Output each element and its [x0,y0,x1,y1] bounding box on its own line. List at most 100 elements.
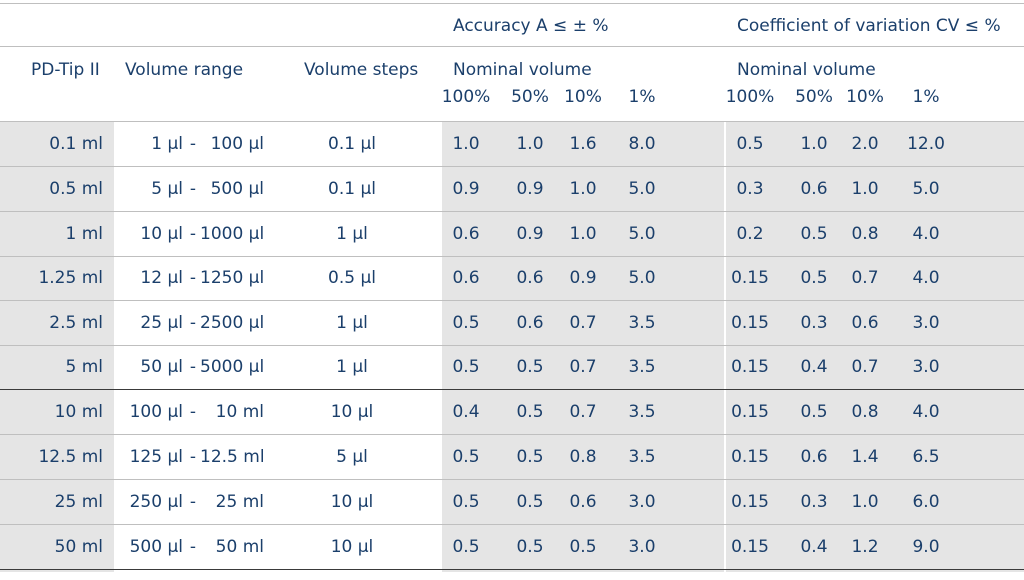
accuracy-cell: 3.0 [628,492,656,512]
tip-cell: 0.5 ml [49,179,103,199]
cv-cell: 6.5 [912,447,940,467]
range-to-cell: 100 µl [210,134,264,154]
accuracy-cell: 0.6 [452,268,480,288]
cv-cell: 0.6 [800,179,828,199]
range-to-cell: 1000 µl [200,224,265,244]
pct-accuracy-header: 50% [511,87,549,107]
steps-cell: 5 µl [336,447,368,467]
col-tip-header: PD-Tip II [31,60,100,80]
accuracy-cell: 5.0 [628,268,656,288]
range-separator: - [189,357,197,377]
cv-cell: 0.7 [851,268,879,288]
cv-cell: 0.4 [800,357,828,377]
accuracy-cell: 0.5 [516,447,544,467]
tip-cell: 0.1 ml [49,134,103,154]
steps-cell: 10 µl [330,492,374,512]
tip-column-band [0,122,114,572]
accuracy-cell: 5.0 [628,224,656,244]
top-rule [0,3,1024,4]
accuracy-cell: 3.5 [628,313,656,333]
cv-cell: 4.0 [912,402,940,422]
steps-cell: 0.1 µl [328,179,376,199]
tip-cell: 25 ml [54,492,103,512]
cv-cell: 2.0 [851,134,879,154]
cv-cell: 0.5 [736,134,764,154]
group-cv-label: Coefficient of variation CV ≤ % [737,16,1001,36]
cv-cell: 5.0 [912,179,940,199]
tip-cell: 1 ml [65,224,103,244]
nominal-accuracy-header: Nominal volume [453,60,592,80]
cv-cell: 1.2 [851,537,879,557]
tip-cell: 12.5 ml [38,447,103,467]
range-separator: - [189,134,197,154]
cv-cell: 12.0 [907,134,945,154]
cv-cell: 9.0 [912,537,940,557]
accuracy-cell: 0.4 [452,402,480,422]
accuracy-cell: 0.5 [452,313,480,333]
range-from-cell: 12 µl [140,268,183,288]
cv-cell: 0.7 [851,357,879,377]
group-accuracy-label: Accuracy A ≤ ± % [453,16,609,36]
row-rule [0,569,1024,570]
cv-cell: 0.15 [731,357,769,377]
col-steps-header: Volume steps [304,60,419,80]
accuracy-cell: 0.9 [516,224,544,244]
accuracy-cell: 3.5 [628,447,656,467]
accuracy-cell: 3.5 [628,402,656,422]
range-from-cell: 50 µl [140,357,183,377]
range-from-cell: 25 µl [140,313,183,333]
cv-cell: 4.0 [912,224,940,244]
accuracy-cell: 0.5 [452,492,480,512]
tip-cell: 1.25 ml [38,268,103,288]
tip-cell: 5 ml [65,357,103,377]
steps-cell: 10 µl [330,537,374,557]
accuracy-cell: 0.5 [516,537,544,557]
row-rule [0,524,1024,525]
steps-cell: 10 µl [330,402,374,422]
cv-cell: 0.3 [736,179,764,199]
accuracy-cell: 0.5 [452,447,480,467]
range-separator: - [189,224,197,244]
pct-accuracy-header: 1% [628,87,656,107]
cv-cell: 0.6 [800,447,828,467]
cv-cell: 0.5 [800,268,828,288]
group-header-rule [0,46,1024,47]
row-rule [0,166,1024,167]
accuracy-cell: 0.7 [569,357,597,377]
pct-cv-header: 1% [912,87,940,107]
col-range-header: Volume range [125,60,244,80]
accuracy-cell: 0.5 [452,537,480,557]
accuracy-cell: 0.9 [452,179,480,199]
accuracy-cell: 8.0 [628,134,656,154]
cv-cell: 0.2 [736,224,764,244]
range-from-cell: 10 µl [140,224,183,244]
cv-cell: 4.0 [912,268,940,288]
accuracy-cell: 0.6 [516,268,544,288]
range-separator: - [189,179,197,199]
cv-cell: 0.3 [800,492,828,512]
accuracy-cell: 5.0 [628,179,656,199]
cv-cell: 0.15 [731,492,769,512]
accuracy-cell: 0.9 [569,268,597,288]
range-to-cell: 10 ml [215,402,264,422]
range-to-cell: 2500 µl [200,313,265,333]
range-from-cell: 250 µl [129,492,183,512]
cv-cell: 0.5 [800,224,828,244]
accuracy-cell: 1.0 [516,134,544,154]
range-separator: - [189,313,197,333]
cv-cell: 0.5 [800,402,828,422]
steps-cell: 1 µl [336,313,368,333]
accuracy-cell: 0.5 [516,357,544,377]
accuracy-cell: 0.6 [516,313,544,333]
range-from-cell: 125 µl [129,447,183,467]
accuracy-cell: 3.5 [628,357,656,377]
range-from-cell: 1 µl [151,134,183,154]
accuracy-cell: 1.0 [569,224,597,244]
range-separator: - [189,268,197,288]
row-rule [0,345,1024,346]
range-separator: - [189,402,197,422]
cv-cell: 1.0 [851,179,879,199]
accuracy-cell: 0.7 [569,313,597,333]
row-rule [0,389,1024,390]
group-separator [724,122,726,572]
